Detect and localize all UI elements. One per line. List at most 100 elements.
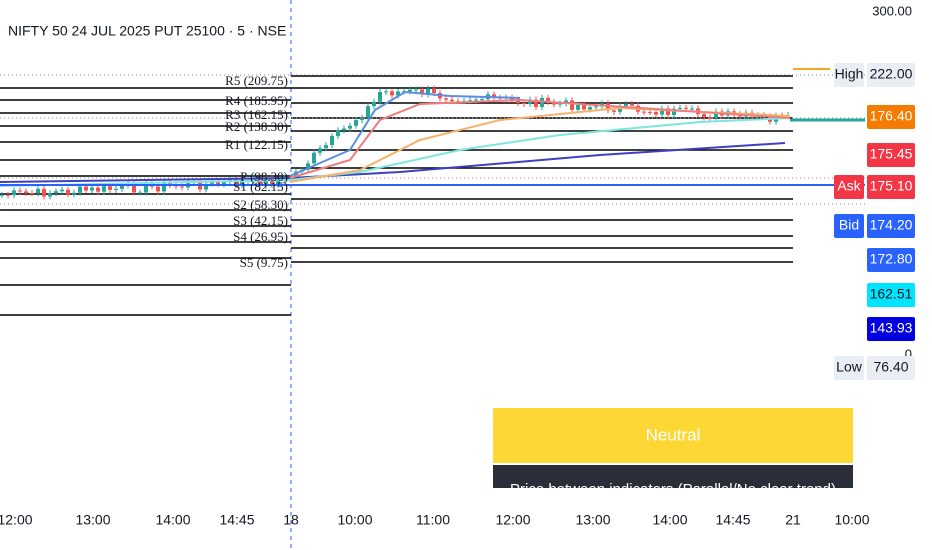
candle-body [648, 111, 652, 113]
pivot-label: S1 (82.15) [233, 179, 288, 194]
candle-body [264, 178, 268, 186]
candle-body [42, 188, 46, 197]
candle-body [24, 191, 28, 194]
time-label: 14:00 [652, 512, 687, 528]
candle-body [6, 194, 10, 196]
status-panel [493, 408, 853, 463]
candle-body [324, 145, 328, 149]
message-text: Price between indicators (Parallel/No cl… [510, 481, 836, 498]
pivot-label: R5 (209.75) [225, 73, 288, 88]
candle-body [204, 183, 208, 190]
candle-body [348, 125, 352, 129]
price-tag [867, 105, 915, 129]
candle-body [588, 107, 592, 110]
candle-body [660, 108, 664, 115]
time-label: 13:00 [575, 512, 610, 528]
candle-body [180, 186, 184, 188]
candle-body [354, 120, 358, 126]
candle-body [78, 186, 82, 193]
moving-average [0, 142, 786, 183]
price-tag [867, 175, 915, 199]
pivot-label: R1 (122.15) [225, 137, 288, 152]
candle-body [684, 107, 688, 109]
price-tag-value: 162.51 [870, 286, 913, 302]
candle-body [330, 136, 334, 146]
price-tag-label-box [834, 214, 864, 238]
candle-body [480, 99, 484, 101]
price-tag [867, 317, 915, 341]
candle-body [102, 186, 106, 192]
price-tag-label: Bid [839, 217, 859, 233]
candle-body [612, 110, 616, 112]
candle-body [432, 88, 436, 93]
price-tag [867, 214, 915, 238]
price-label: 0 [905, 346, 912, 361]
candle-body [30, 193, 34, 195]
time-label: 11:00 [416, 512, 450, 528]
price-tag-value: 143.93 [870, 320, 913, 336]
candle-body [396, 91, 400, 96]
time-label: 14:45 [219, 512, 254, 528]
candle-body [222, 181, 226, 185]
price-tag-label-box [834, 63, 864, 87]
candle-body [162, 183, 166, 192]
candle-body [672, 108, 676, 115]
candle-body [468, 100, 472, 102]
candle-body [132, 183, 136, 193]
candle-body [90, 187, 94, 191]
candle-body [312, 152, 316, 164]
candle-body [336, 130, 340, 137]
candle-body [366, 106, 370, 118]
candle-body [144, 183, 148, 193]
candle-body [18, 190, 22, 192]
candle-body [0, 194, 4, 196]
price-label: 300.00 [872, 3, 912, 18]
candle-body [60, 189, 64, 192]
candle-body [426, 88, 430, 95]
candle-body [444, 98, 448, 100]
candle-body [138, 192, 142, 194]
candle-body [240, 180, 244, 186]
time-label: 12:00 [495, 512, 530, 528]
candle-body [114, 188, 118, 190]
candle-body [630, 103, 634, 106]
price-tag-value: 176.40 [870, 108, 913, 124]
candle-body [12, 190, 16, 196]
price-tag [867, 248, 915, 272]
candle-body [36, 188, 40, 194]
candle-body [120, 185, 124, 189]
chart-title: NIFTY 50 24 JUL 2025 PUT 25100 · 5 · NSE [8, 23, 286, 39]
price-tag-label: High [835, 66, 864, 82]
candle-body [702, 114, 706, 118]
candle-body [666, 108, 670, 115]
candle-body [384, 91, 388, 93]
time-label: 14:45 [715, 512, 750, 528]
candle-body [270, 178, 274, 185]
status-text: Neutral [646, 425, 701, 444]
candle-body [450, 99, 454, 102]
price-tag [867, 283, 915, 307]
candle-body [714, 111, 718, 119]
price-tag-label-box [834, 356, 864, 380]
candle-body [216, 181, 220, 185]
candle-body [48, 193, 52, 197]
candle-body [642, 111, 646, 113]
pivot-label: R3 (162.15) [225, 107, 288, 122]
message-panel [493, 465, 853, 488]
candle-body [624, 103, 628, 106]
candle-body [576, 104, 580, 110]
pivot-label: R2 (138.30) [225, 119, 288, 134]
price-tag-label-box [834, 175, 864, 199]
candle-body [558, 103, 562, 105]
candle-body [360, 117, 364, 121]
candle-body [708, 117, 712, 119]
candle-body [582, 104, 586, 110]
candle-body [420, 89, 424, 95]
candle-body [96, 187, 100, 192]
time-label: 13:00 [75, 512, 110, 528]
time-label: 12:00 [0, 512, 33, 528]
time-label: 21 [785, 512, 801, 528]
moving-average [289, 98, 791, 179]
pivot-label: R4 (185.95) [225, 93, 288, 108]
